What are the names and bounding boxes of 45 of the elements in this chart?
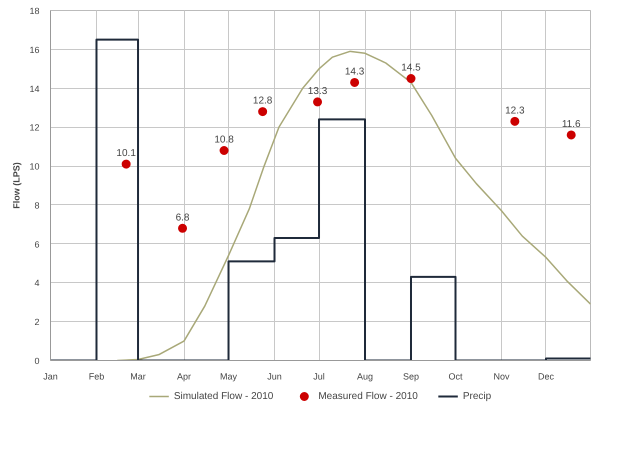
data-label: 12.8 [252,96,273,107]
y-tick-label: 4 [34,278,40,288]
line-series [116,50,590,360]
y-tick-label: 10 [29,162,40,172]
legend-label: Precip [462,390,492,402]
x-tick-label: Jun [267,372,282,382]
legend-label: Simulated Flow - 2010 [174,390,274,402]
data-label: 10.1 [116,148,136,160]
point [566,130,576,140]
data-label: 14.5 [401,62,422,74]
data-label: 13.3 [308,86,328,97]
point [220,146,229,155]
point [313,97,322,106]
data-label: 6.8 [176,212,190,224]
x-tick-label: Apr [177,372,192,382]
point [510,116,520,126]
x-tick-label: Mar [130,372,146,382]
x-tick-label: Dec [538,372,554,382]
y-tick-label: 18 [29,6,40,16]
data-label: 11.6 [562,118,582,130]
data-label: 10.8 [214,134,234,146]
x-tick-label: Jul [313,372,325,382]
x-tick-label: Aug [357,372,374,382]
y-tick-label: 2 [34,317,40,328]
legend-label: Measured Flow - 2010 [318,390,418,402]
x-tick-label: Jan [43,372,58,382]
y-tick-label: 12 [29,122,40,133]
y-tick-label: 0 [34,356,40,366]
point [350,78,360,87]
y-tick-label: 8 [34,200,40,210]
x-tick-label: May [220,372,238,382]
y-tick-label: 16 [29,44,40,55]
data-label: 14.3 [344,66,365,78]
point [258,107,268,116]
y-axis-title: Flow (LPS) [11,162,22,209]
y-tick-label: 6 [34,239,40,250]
y-tick-label: 14 [29,84,40,94]
point [406,74,416,84]
x-tick-label: Nov [493,372,510,382]
point [122,160,131,169]
x-tick-label: Oct [448,372,463,382]
x-tick-label: Feb [88,372,104,382]
point [178,224,188,233]
data-label: 12.3 [505,105,526,116]
x-tick-label: Sep [402,372,420,382]
